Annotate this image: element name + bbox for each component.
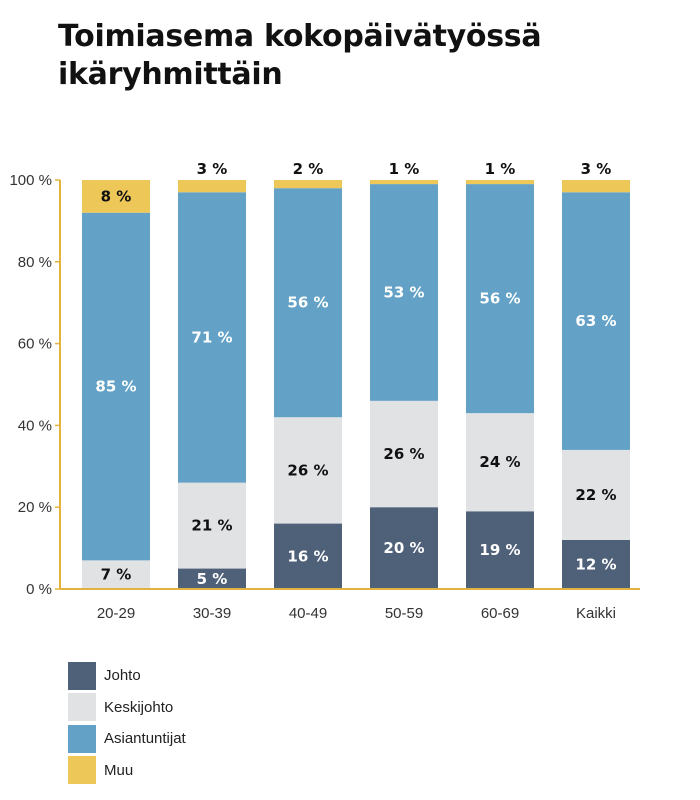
- x-category-label: Kaikki: [576, 605, 616, 622]
- data-label-keskijohto-30-39: 21 %: [191, 517, 232, 535]
- bar-segment-keskijohto-30-39: [178, 482, 246, 569]
- bar-segment-keskijohto-40-49: [274, 417, 342, 524]
- legend-swatch: [68, 693, 96, 722]
- bar-segment-keskijohto-kaikki: [562, 449, 630, 540]
- bar-segment-asiantuntijat-30-39: [178, 192, 246, 483]
- data-label-keskijohto-50-59: 26 %: [383, 445, 424, 463]
- bar-segment-johto-60-69: [466, 511, 534, 589]
- data-label-asiantuntijat-50-59: 53 %: [383, 283, 424, 301]
- x-category-label: 20-29: [97, 605, 135, 622]
- bar-segment-asiantuntijat-50-59: [370, 184, 438, 401]
- x-category-label: 30-39: [193, 605, 231, 622]
- stacked-bar-chart: 0 % 20 % 40 % 60 % 80 % 100 % 7 % 85 % 8 % 20-29 5…: [9, 160, 640, 622]
- data-label-muu-20-29: 8 %: [101, 187, 132, 205]
- y-tick-label: 100 %: [9, 172, 52, 189]
- data-label-asiantuntijat-kaikki: 63 %: [575, 312, 616, 330]
- bar-segment-johto-30-39: [178, 568, 246, 589]
- legend-item-muu: Muu: [68, 755, 186, 787]
- legend-swatch: [68, 756, 96, 785]
- data-label-johto-30-39: 5 %: [197, 570, 228, 588]
- chart-legend: Johto Keskijohto Asiantuntijat Muu: [68, 660, 186, 786]
- bar-segment-keskijohto-60-69: [466, 413, 534, 512]
- legend-swatch: [68, 724, 96, 753]
- bar-segment-asiantuntijat-40-49: [274, 188, 342, 418]
- data-label-keskijohto-60-69: 24 %: [479, 453, 520, 471]
- bar-segment-muu-20-29: [82, 180, 150, 213]
- bar-segment-muu-50-59: [370, 180, 438, 185]
- y-tick-label: 20 %: [18, 499, 52, 516]
- x-category-label: 40-49: [289, 605, 327, 622]
- data-label-muu-60-69: 1 %: [485, 160, 516, 178]
- legend-item-keskijohto: Keskijohto: [68, 692, 186, 724]
- bar-segment-keskijohto-20-29: [82, 560, 150, 589]
- data-label-asiantuntijat-60-69: 56 %: [479, 290, 520, 308]
- bar-segment-asiantuntijat-kaikki: [562, 192, 630, 450]
- data-label-muu-30-39: 3 %: [197, 160, 228, 178]
- legend-swatch: [68, 661, 96, 690]
- y-tick-label: 0 %: [26, 581, 52, 598]
- bar-segment-asiantuntijat-20-29: [82, 212, 150, 561]
- bar-segment-johto-50-59: [370, 507, 438, 589]
- bar-segment-asiantuntijat-60-69: [466, 184, 534, 414]
- y-tick-label: 40 %: [18, 417, 52, 434]
- x-category-label: 50-59: [385, 605, 423, 622]
- data-label-johto-40-49: 16 %: [287, 547, 328, 565]
- legend-item-johto: Johto: [68, 660, 186, 692]
- data-label-johto-60-69: 19 %: [479, 541, 520, 559]
- legend-label: Johto: [104, 667, 141, 685]
- legend-label: Asiantuntijat: [104, 730, 186, 748]
- chart-title-line-1: Toimiasema kokopäivätyössä: [58, 19, 542, 54]
- chart-title-line-2: ikäryhmittäin: [58, 57, 283, 92]
- data-label-muu-50-59: 1 %: [389, 160, 420, 178]
- data-label-asiantuntijat-20-29: 85 %: [95, 378, 136, 396]
- chart-title: Toimiasema kokopäivätyössä ikäryhmittäin: [58, 18, 542, 94]
- y-tick-label: 60 %: [18, 336, 52, 353]
- data-label-johto-50-59: 20 %: [383, 539, 424, 557]
- data-label-asiantuntijat-40-49: 56 %: [287, 294, 328, 312]
- data-label-keskijohto-40-49: 26 %: [287, 461, 328, 479]
- bar-segment-keskijohto-50-59: [370, 400, 438, 508]
- data-label-keskijohto-20-29: 7 %: [101, 566, 132, 584]
- legend-label: Muu: [104, 761, 134, 779]
- data-label-johto-kaikki: 12 %: [575, 555, 616, 573]
- legend-item-asiantuntijat: Asiantuntijat: [68, 723, 186, 755]
- bar-segment-johto-40-49: [274, 523, 342, 589]
- legend-label: Keskijohto: [104, 698, 174, 716]
- data-label-muu-40-49: 2 %: [293, 160, 324, 178]
- bar-segment-johto-kaikki: [562, 539, 630, 589]
- data-label-asiantuntijat-30-39: 71 %: [191, 328, 232, 346]
- bar-segment-muu-30-39: [178, 180, 246, 193]
- data-label-keskijohto-kaikki: 22 %: [575, 486, 616, 504]
- bar-segment-muu-40-49: [274, 180, 342, 189]
- y-tick-label: 80 %: [18, 254, 52, 271]
- x-category-label: 60-69: [481, 605, 519, 622]
- bar-segment-muu-kaikki: [562, 180, 630, 193]
- data-label-muu-kaikki: 3 %: [581, 160, 612, 178]
- bar-segment-muu-60-69: [466, 180, 534, 185]
